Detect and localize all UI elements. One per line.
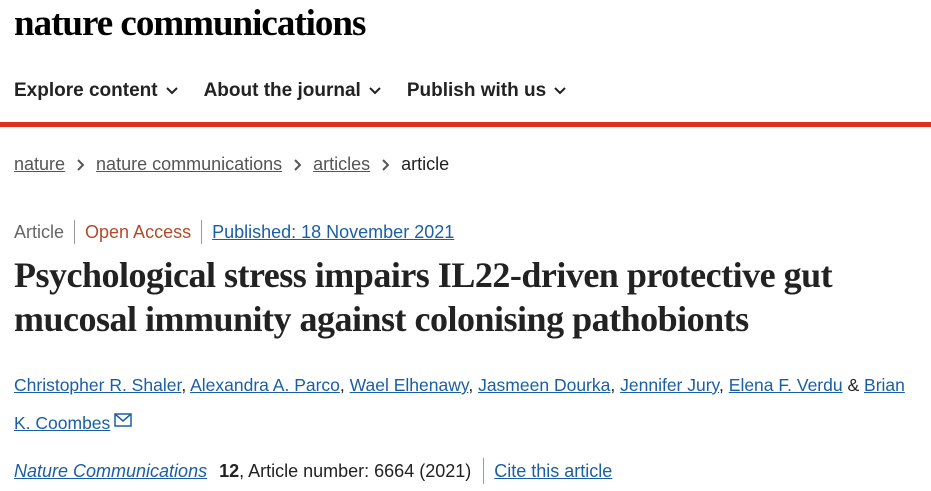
published[interactable]: Published: 18 November 2021	[201, 220, 464, 244]
chevron	[369, 87, 381, 95]
crumb[interactable]: nature	[14, 154, 66, 174]
chevron	[554, 87, 566, 95]
breadcrumb: nature nature communications articles ar…	[14, 154, 449, 175]
author[interactable]: Alexandra A. Parco	[190, 375, 340, 395]
chevron	[165, 87, 178, 95]
email-icon[interactable]	[114, 413, 133, 427]
crumb: article	[401, 154, 450, 174]
separator: ,	[339, 375, 345, 395]
author[interactable]: Christopher R. Shaler	[14, 375, 182, 395]
separator: ,	[719, 375, 724, 395]
crumb[interactable]: nature communications	[96, 154, 283, 174]
separator: ,	[610, 375, 616, 395]
nav-label[interactable]: About the journal	[203, 80, 361, 101]
chevron	[294, 158, 302, 171]
authors: Christopher R. Shaler, Alexandra A. Parc…	[14, 366, 919, 442]
nav-item[interactable]: Explore content	[14, 80, 178, 102]
nav-item[interactable]: About the journal	[204, 80, 381, 102]
author[interactable]: Elena F. Verdu	[728, 375, 843, 395]
access: Open Access	[74, 220, 201, 244]
article-number: , Article number: 6664 (2021)	[239, 460, 472, 481]
crumb[interactable]: articles	[313, 154, 371, 174]
nav-label[interactable]: Publish with us	[406, 80, 547, 101]
divider	[0, 122, 931, 127]
nav: Explore content About the journal Publis…	[14, 80, 592, 102]
separator: ,	[181, 375, 187, 395]
conjunction: &	[847, 375, 860, 395]
citation: Nature Communications 12 , Article numbe…	[14, 458, 612, 484]
chevron	[382, 158, 390, 171]
author[interactable]: Brian K. Coombes	[14, 375, 905, 433]
article-type: Article	[14, 222, 65, 242]
author[interactable]: Wael Elhenawy	[349, 375, 469, 395]
author[interactable]: Jennifer Jury	[620, 375, 720, 395]
article-title: Psychological stress impairs IL22-driven…	[14, 255, 833, 339]
journal[interactable]: Nature Communications	[14, 460, 208, 481]
cite-link[interactable]: Cite this article	[483, 458, 612, 484]
nav-label[interactable]: Explore content	[14, 80, 158, 101]
volume: 12	[219, 460, 240, 481]
separator: ,	[468, 375, 474, 395]
author[interactable]: Jasmeen Dourka	[478, 375, 611, 395]
article-meta: Article Open Access Published: 18 Novemb…	[14, 220, 464, 244]
nav-item[interactable]: Publish with us	[407, 80, 566, 102]
chevron	[77, 158, 85, 171]
logo[interactable]: nature communications	[14, 3, 366, 44]
